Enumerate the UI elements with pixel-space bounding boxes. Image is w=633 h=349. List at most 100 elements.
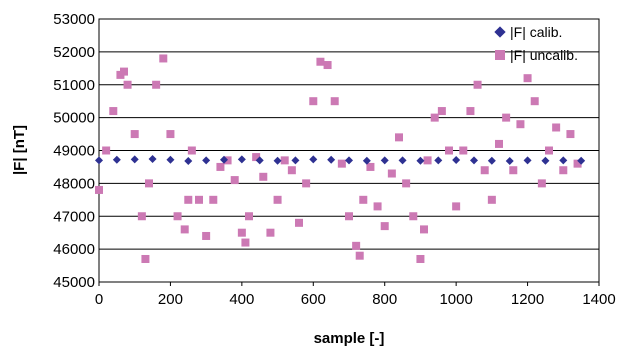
data-point-uncalib: [509, 166, 518, 175]
data-point-calib: [95, 156, 103, 165]
data-point-calib: [559, 156, 568, 165]
data-point-uncalib: [559, 166, 568, 175]
data-point-uncalib: [241, 238, 250, 247]
data-point-calib: [112, 155, 121, 164]
data-point-uncalib: [452, 202, 461, 211]
data-point-calib: [380, 156, 389, 165]
y-axis-title: |F| [nT]: [11, 125, 28, 175]
data-point-calib: [237, 155, 246, 164]
data-point-calib: [416, 156, 425, 165]
data-point-calib: [220, 155, 228, 164]
data-point-uncalib: [480, 166, 489, 175]
data-point-uncalib: [420, 225, 428, 234]
data-point-uncalib: [573, 159, 582, 168]
data-point-calib: [273, 156, 282, 165]
data-point-uncalib: [120, 67, 128, 76]
data-point-calib: [523, 156, 532, 165]
legend-label-uncalib: |F| uncalib.: [510, 47, 578, 63]
data-point-calib: [541, 156, 550, 165]
data-point-calib: [130, 155, 139, 164]
data-point-calib: [309, 155, 318, 164]
data-point-uncalib: [187, 146, 196, 155]
data-point-calib: [577, 156, 586, 165]
data-point-uncalib: [459, 146, 468, 155]
data-point-calib: [148, 155, 157, 164]
series-calib: [95, 155, 586, 166]
data-point-uncalib: [523, 74, 532, 83]
data-point-uncalib: [302, 179, 311, 188]
data-point-uncalib: [355, 251, 364, 260]
data-point-uncalib: [566, 130, 575, 139]
data-point-uncalib: [109, 107, 118, 116]
data-point-uncalib: [545, 146, 553, 155]
data-point-calib: [184, 157, 193, 166]
data-point-uncalib: [223, 156, 232, 165]
data-point-uncalib: [295, 218, 303, 227]
data-point-uncalib: [466, 107, 475, 116]
data-point-uncalib: [273, 195, 282, 204]
data-point-uncalib: [473, 80, 482, 89]
data-point-uncalib: [495, 139, 503, 148]
data-point-calib: [398, 156, 407, 165]
data-point-uncalib: [141, 254, 150, 263]
data-point-calib: [327, 155, 336, 164]
series-uncalib: [95, 54, 582, 263]
y-tick-label: 51000: [53, 77, 95, 94]
data-point-uncalib: [352, 241, 361, 250]
data-point-uncalib: [252, 153, 261, 162]
y-tick-label: 48000: [53, 175, 95, 192]
data-point-uncalib: [359, 195, 368, 204]
data-point-uncalib: [209, 195, 218, 204]
data-point-uncalib: [366, 162, 375, 171]
data-point-uncalib: [230, 176, 239, 185]
series-layer: [95, 54, 586, 263]
data-point-uncalib: [502, 113, 511, 122]
x-tick-label: 600: [301, 291, 326, 308]
data-point-uncalib: [402, 179, 411, 188]
gridlines: [99, 51, 599, 250]
data-point-uncalib: [330, 97, 339, 106]
data-point-uncalib: [387, 169, 396, 178]
data-point-uncalib: [309, 97, 318, 106]
data-point-calib: [255, 156, 264, 165]
data-point-uncalib: [337, 159, 346, 168]
data-point-uncalib: [259, 172, 268, 181]
data-point-calib: [202, 156, 211, 165]
data-point-uncalib: [437, 107, 446, 116]
data-point-uncalib: [552, 123, 561, 132]
data-point-uncalib: [184, 195, 193, 204]
x-tick-label: 1200: [511, 291, 544, 308]
data-point-uncalib: [202, 231, 211, 240]
data-point-uncalib: [145, 179, 153, 188]
data-point-calib: [362, 156, 371, 165]
data-point-uncalib: [516, 120, 525, 129]
data-point-uncalib: [266, 228, 275, 237]
data-point-uncalib: [173, 212, 182, 221]
x-tick-label: 400: [229, 291, 254, 308]
data-point-uncalib: [130, 130, 139, 139]
data-point-uncalib: [137, 212, 146, 221]
data-point-uncalib: [409, 212, 418, 221]
data-point-uncalib: [416, 254, 425, 263]
data-point-calib: [452, 156, 461, 165]
data-point-uncalib: [430, 113, 439, 122]
data-point-uncalib: [166, 130, 175, 139]
data-point-uncalib: [180, 225, 189, 234]
x-tick-label: 1000: [439, 291, 472, 308]
legend: |F| calib. |F| uncalib.: [494, 24, 578, 63]
data-point-uncalib: [287, 166, 296, 175]
data-point-uncalib: [423, 156, 432, 165]
y-tick-label: 49000: [53, 143, 95, 160]
data-point-uncalib: [487, 195, 496, 204]
data-point-uncalib: [537, 179, 546, 188]
data-point-calib: [166, 155, 175, 164]
x-tick-label: 0: [95, 291, 103, 308]
data-point-uncalib: [216, 162, 225, 171]
data-point-calib: [434, 156, 443, 165]
data-point-uncalib: [380, 222, 389, 231]
x-tick-label: 1400: [582, 291, 615, 308]
data-point-uncalib: [345, 212, 353, 221]
x-axis-ticks: 0 200 400 600 800 1000 1200 1400: [95, 282, 616, 308]
data-point-calib: [291, 156, 300, 165]
